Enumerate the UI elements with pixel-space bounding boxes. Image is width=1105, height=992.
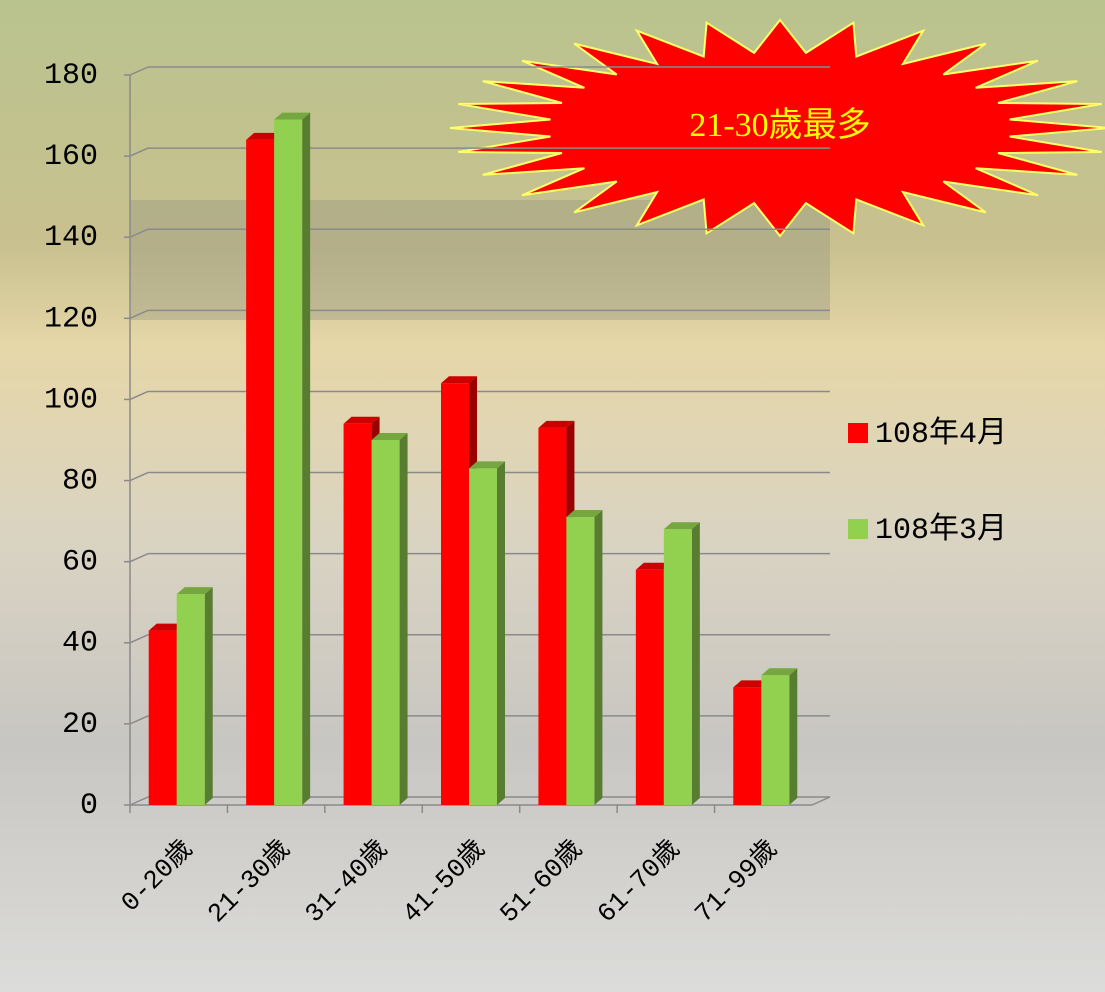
grid-line-depth: [129, 66, 149, 76]
bar-top: [274, 112, 311, 120]
bar: [343, 423, 372, 805]
bar: [274, 119, 303, 806]
grid-line-depth: [129, 309, 149, 320]
bar-top: [343, 416, 380, 424]
plot-area: [124, 66, 831, 813]
grid-line-depth: [129, 715, 149, 725]
y-tick-label: 180: [44, 59, 98, 93]
bar: [733, 687, 762, 805]
bar-top: [441, 376, 477, 384]
bar-side: [204, 587, 213, 805]
grid-line-depth: [129, 390, 149, 401]
bar: [663, 529, 692, 805]
bar: [246, 139, 275, 805]
bar: [566, 517, 595, 805]
y-tick-label: 40: [62, 627, 98, 661]
bar-top: [371, 433, 408, 440]
legend-label: 108年3月: [875, 512, 1007, 548]
x-axis-back: [811, 796, 831, 806]
grid-line-depth: [129, 634, 149, 644]
bar-top: [538, 420, 575, 428]
grid-line-depth: [129, 796, 149, 806]
y-tick-label: 140: [44, 221, 98, 255]
grid-line-depth: [129, 228, 149, 238]
bar-top: [733, 680, 770, 688]
bar: [176, 594, 205, 805]
bar: [761, 675, 790, 805]
legend-swatch: [848, 423, 868, 443]
legend-swatch: [848, 519, 868, 539]
bar: [469, 468, 497, 805]
bar-side: [497, 461, 505, 805]
annotation: 21-30歲最多: [689, 106, 870, 144]
bar: [635, 569, 664, 805]
grid-line-depth: [129, 552, 149, 563]
bar-side: [399, 433, 408, 805]
bar-top: [635, 562, 672, 570]
bar-top: [469, 461, 505, 469]
bar: [148, 630, 177, 805]
bar-top: [246, 132, 283, 140]
bar: [371, 440, 400, 805]
y-tick-label: 80: [62, 464, 98, 498]
y-tick-label: 0: [80, 789, 98, 823]
y-tick-label: 20: [62, 708, 98, 742]
bar-top: [176, 587, 213, 595]
y-tick-label: 100: [44, 383, 98, 417]
bar-side: [594, 510, 603, 805]
bar-side: [789, 668, 798, 805]
starburst: [449, 18, 1105, 238]
bar-top: [148, 623, 185, 631]
bar-side: [691, 522, 700, 805]
bar: [538, 427, 567, 805]
bar-top: [566, 510, 603, 518]
bar-top: [663, 522, 700, 530]
y-tick-label: 60: [62, 546, 98, 580]
grid-line-depth: [129, 471, 149, 482]
legend-label: 108年4月: [875, 416, 1007, 452]
bar: [441, 383, 469, 805]
bar-top: [761, 668, 798, 676]
y-tick-label: 120: [44, 302, 98, 336]
bar-side: [302, 112, 311, 806]
y-tick-label: 160: [44, 140, 98, 174]
grid-line-depth: [129, 147, 149, 157]
